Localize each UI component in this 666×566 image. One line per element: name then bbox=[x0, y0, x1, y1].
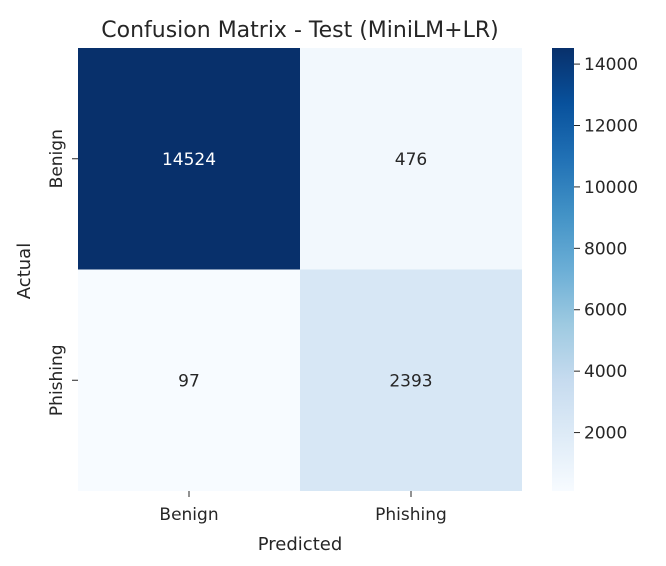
colorbar bbox=[552, 48, 574, 491]
colorbar-tick-label: 12000 bbox=[584, 117, 638, 137]
colorbar-tick-label: 14000 bbox=[584, 55, 638, 75]
y-axis-label: Actual bbox=[14, 243, 35, 299]
y-tick-label: Benign bbox=[47, 129, 67, 188]
colorbar-tick-label: 4000 bbox=[584, 362, 627, 382]
cell-value-label: 476 bbox=[395, 150, 427, 170]
colorbar-tick-label: 6000 bbox=[584, 301, 627, 321]
x-axis-ticks: Benign Phishing bbox=[159, 491, 447, 525]
heatmap-cell bbox=[78, 48, 300, 270]
heatmap-cell bbox=[300, 269, 522, 491]
heatmap-cell bbox=[78, 269, 300, 491]
y-tick-label: Phishing bbox=[47, 344, 67, 416]
colorbar-ticks: 2000 4000 6000 8000 10000 12000 14000 bbox=[574, 55, 638, 444]
x-tick-label: Phishing bbox=[375, 505, 447, 525]
y-axis-ticks: Benign Phishing bbox=[47, 129, 78, 416]
cell-value-label: 2393 bbox=[389, 371, 432, 391]
cell-value-label: 97 bbox=[178, 371, 200, 391]
heatmap-cells bbox=[78, 48, 522, 491]
colorbar-tick-label: 10000 bbox=[584, 178, 638, 198]
x-tick-label: Benign bbox=[159, 505, 218, 525]
heatmap-cell-labels: 14524 476 97 2393 bbox=[162, 150, 433, 392]
x-axis-label: Predicted bbox=[258, 534, 343, 555]
cell-value-label: 14524 bbox=[162, 150, 216, 170]
chart-title: Confusion Matrix - Test (MiniLM+LR) bbox=[101, 18, 498, 43]
colorbar-tick-label: 2000 bbox=[584, 424, 627, 444]
colorbar-tick-label: 8000 bbox=[584, 239, 627, 259]
heatmap-cell bbox=[300, 48, 522, 270]
